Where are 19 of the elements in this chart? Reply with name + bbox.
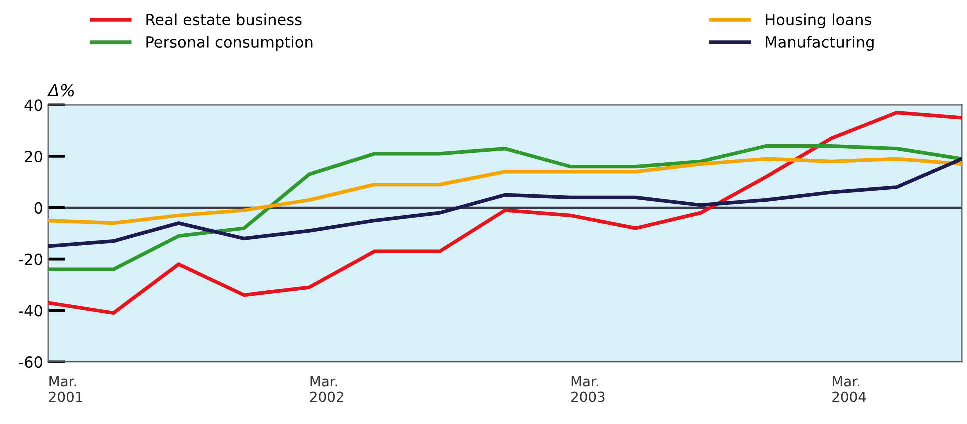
line-series [48,111,962,316]
x-tick-label: Mar. 2002 [310,376,344,402]
x-tick-label: Mar. 2001 [49,376,82,402]
line-series [48,144,962,272]
legend-label: Personal consumption [146,36,313,51]
legend-label: Manufacturing [766,36,874,51]
x-tick-label: Mar. 2004 [832,376,866,402]
y-tick-label: 0 [34,202,42,214]
legend-label: Real estate business [146,14,302,26]
y-axis-title: Δ% [47,84,74,97]
y-tick-label: -40 [19,305,42,317]
legend-label: Housing loans [766,14,872,29]
y-tick-label: -60 [19,356,42,368]
y-tick-label: 40 [24,100,42,112]
x-tick-label: Mar. 2003 [572,376,605,402]
line-series [48,157,962,248]
line-series [48,157,962,226]
y-tick-label: -20 [19,254,42,266]
y-tick-label: 20 [25,151,42,163]
